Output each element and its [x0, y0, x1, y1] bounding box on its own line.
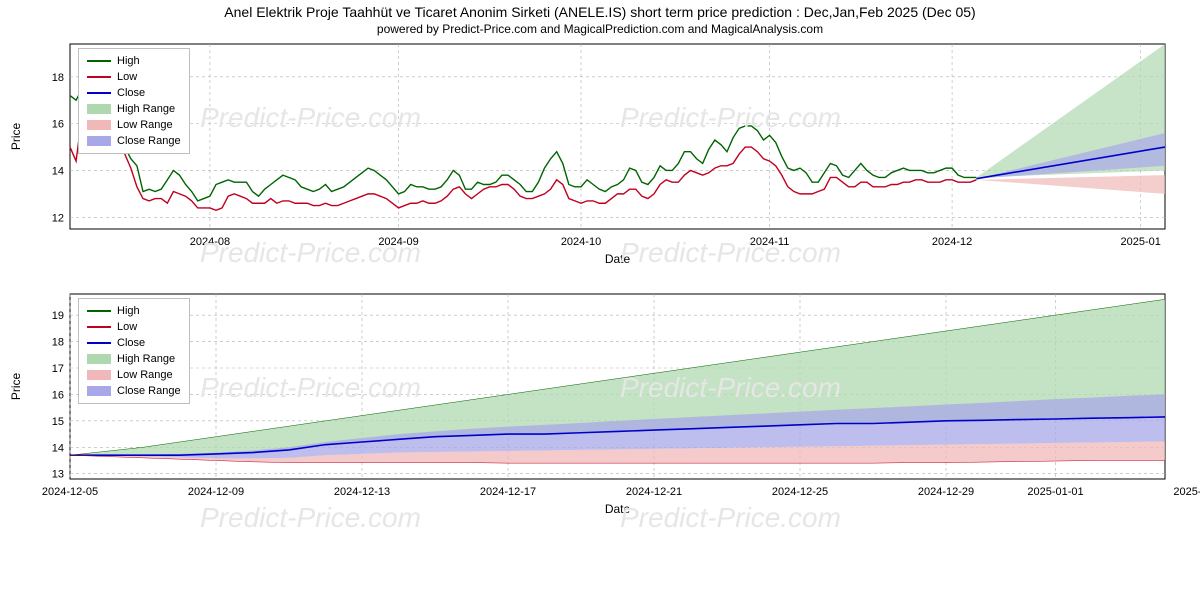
legend: HighLowCloseHigh RangeLow RangeClose Ran…: [78, 48, 190, 154]
legend-item: Low: [87, 319, 181, 335]
chart-title: Anel Elektrik Proje Taahhüt ve Ticaret A…: [0, 0, 1200, 20]
svg-text:14: 14: [52, 442, 64, 454]
svg-text:12: 12: [52, 212, 64, 224]
svg-text:2024-12-17: 2024-12-17: [480, 486, 536, 498]
svg-text:19: 19: [52, 310, 64, 322]
svg-text:2024-12-09: 2024-12-09: [188, 486, 244, 498]
svg-text:14: 14: [52, 165, 64, 177]
page: Anel Elektrik Proje Taahhüt ve Ticaret A…: [0, 0, 1200, 600]
legend-item: Low Range: [87, 117, 181, 133]
legend: HighLowCloseHigh RangeLow RangeClose Ran…: [78, 298, 190, 404]
svg-text:18: 18: [52, 72, 64, 84]
legend-item: High Range: [87, 351, 181, 367]
svg-text:2024-12-05: 2024-12-05: [42, 486, 98, 498]
svg-text:15: 15: [52, 416, 64, 428]
legend-item: Close Range: [87, 133, 181, 149]
svg-text:Price: Price: [9, 123, 23, 151]
svg-text:16: 16: [52, 389, 64, 401]
svg-text:2024-11: 2024-11: [750, 236, 790, 248]
legend-item: Close: [87, 85, 181, 101]
svg-text:Date: Date: [605, 502, 631, 516]
svg-text:2024-09: 2024-09: [378, 236, 418, 248]
svg-text:2024-12-21: 2024-12-21: [626, 486, 682, 498]
svg-text:2024-12-29: 2024-12-29: [918, 486, 974, 498]
svg-text:Date: Date: [605, 252, 631, 266]
svg-text:2025-01: 2025-01: [1120, 236, 1160, 248]
svg-text:2024-12-13: 2024-12-13: [334, 486, 390, 498]
svg-text:2024-12-25: 2024-12-25: [772, 486, 828, 498]
svg-text:Price: Price: [9, 373, 23, 401]
svg-text:16: 16: [52, 119, 64, 131]
legend-item: Close: [87, 335, 181, 351]
legend-item: High: [87, 303, 181, 319]
svg-text:2024-08: 2024-08: [190, 236, 230, 248]
svg-text:2024-10: 2024-10: [561, 236, 601, 248]
svg-text:2025-01-01: 2025-01-01: [1027, 486, 1083, 498]
legend-item: Low Range: [87, 367, 181, 383]
chart-top: Predict-Price.com Predict-Price.com Pred…: [0, 42, 1200, 292]
chart-subtitle: powered by Predict-Price.com and Magical…: [0, 20, 1200, 42]
svg-text:13: 13: [52, 469, 64, 481]
legend-item: High Range: [87, 101, 181, 117]
legend-item: Close Range: [87, 383, 181, 399]
chart-bottom: Predict-Price.com Predict-Price.com Pred…: [0, 292, 1200, 592]
legend-item: Low: [87, 69, 181, 85]
svg-text:2024-12: 2024-12: [932, 236, 972, 248]
svg-text:18: 18: [52, 337, 64, 349]
svg-text:2025-01-05: 2025-01-05: [1173, 486, 1200, 498]
svg-text:17: 17: [52, 363, 64, 375]
legend-item: High: [87, 53, 181, 69]
